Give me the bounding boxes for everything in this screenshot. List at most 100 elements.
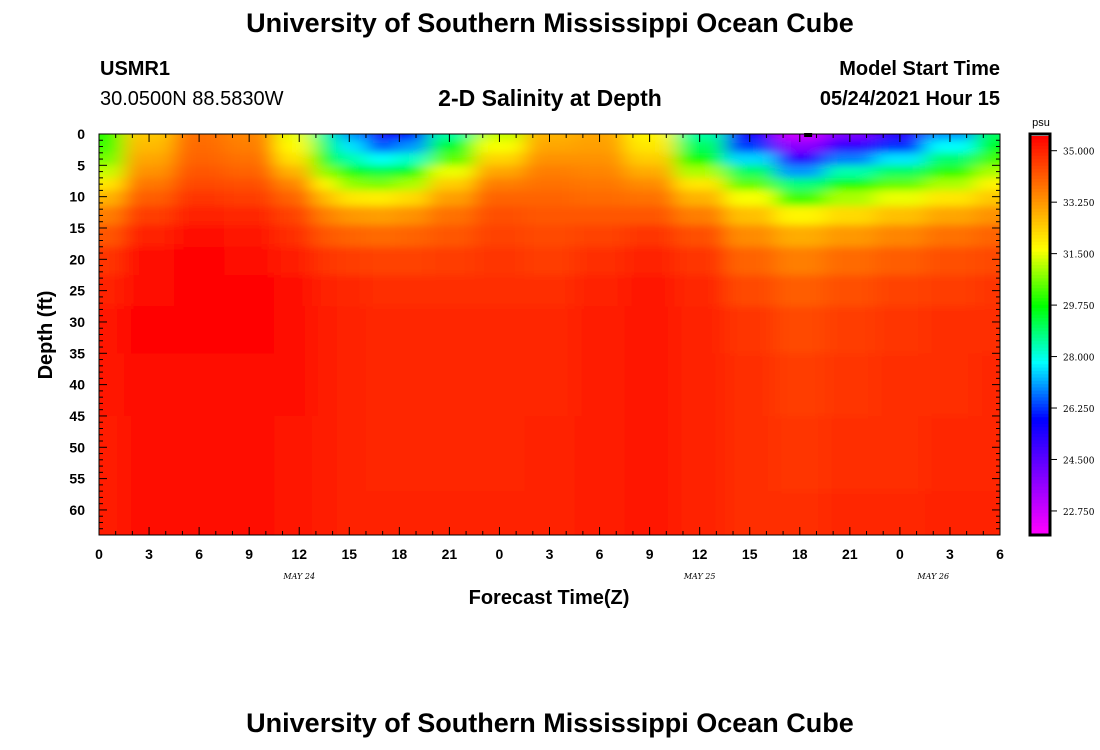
heatmap-cell [975,416,1000,493]
colorbar-unit: psu [1032,117,1050,129]
heatmap-cell [524,190,576,208]
heatmap-cell [774,140,826,154]
colorbar-segment [1031,169,1049,173]
colorbar-segment [1031,476,1049,481]
heatmap-cell [874,134,926,142]
colorbar-segment [1031,321,1049,326]
colorbar-segment [1031,235,1049,240]
heatmap-cell [674,190,726,208]
heatmap-cell [311,224,338,248]
heatmap-cell [274,416,313,493]
heatmap-cell [624,275,676,308]
heatmap-cell [574,206,626,226]
heatmap-cell [428,152,476,167]
heatmap-cell [474,152,526,167]
colorbar-segment [1031,423,1049,428]
colorbar-segment [1031,202,1049,207]
colorbar-segment [1031,430,1049,435]
heatmap-cell [824,190,876,208]
heatmap-cell [824,353,876,417]
heatmap-cell [336,224,367,248]
colorbar-segment [1031,377,1049,382]
y-tick-label: 25 [69,283,85,299]
colorbar-segment [1031,420,1049,425]
heatmap-cell [574,165,626,179]
heatmap-cell [724,206,776,226]
colorbar-segment [1031,433,1049,438]
heatmap-cell [724,165,776,179]
colorbar-segment [1031,360,1049,365]
y-axis-label: Depth (ft) [35,291,57,380]
heatmap-cell [174,140,226,154]
colorbar-segment [1031,513,1049,518]
colorbar-segment [1031,311,1049,316]
heatmap-cell [274,190,313,208]
heatmap-cell [924,165,976,179]
heatmap-cell [874,306,926,355]
heatmap-cell [174,275,226,308]
heatmap-cell [366,224,397,248]
colorbar-segment [1031,162,1049,167]
heatmap-cell [724,246,776,276]
heatmap-cell [574,177,626,192]
heatmap-cell [724,224,776,248]
y-tick-label: 60 [69,502,85,518]
heatmap-cell [975,246,1000,276]
heatmap-cell [624,165,676,179]
colorbar-segment [1031,446,1049,451]
heatmap-cell [774,416,826,493]
heatmap-cell [724,190,776,208]
heatmap-cell [336,152,367,167]
colorbar-segment [1031,403,1049,408]
heatmap-cell [395,491,430,535]
colorbar-segment [1031,384,1049,389]
colorbar-segment [1031,483,1049,488]
colorbar-segment [1031,142,1049,147]
colorbar-segment [1031,159,1049,164]
colorbar-segment [1031,450,1049,455]
heatmap-cell [524,246,576,276]
heatmap-cell [674,416,726,493]
x-tick-label: 9 [245,546,253,562]
colorbar-segment [1031,331,1049,336]
y-tick-label: 5 [77,157,85,173]
colorbar-tick-label: 26.250 [1063,405,1095,415]
x-tick-label: 6 [596,546,604,562]
heatmap-cell [99,416,125,493]
colorbar-tick-label: 31.500 [1063,251,1095,261]
colorbar-segment [1031,222,1049,226]
heatmap-cell [774,275,826,308]
heatmap-cell [674,246,726,276]
heatmap-cell [428,353,476,417]
heatmap-cell [975,353,1000,417]
y-tick-label: 30 [69,314,85,330]
x-axis-label: Forecast Time(Z) [469,587,630,609]
heatmap-cell [99,246,125,276]
data-markers [804,133,813,137]
heatmap-cell [224,306,276,355]
heatmap-cell [174,165,226,179]
heatmap-cell [975,206,1000,226]
colorbar-segment [1031,205,1049,210]
colorbar-segment [1031,453,1049,458]
heatmap-cell [395,152,430,167]
date-label: MAY 25 [683,572,716,581]
colorbar-segment [1031,463,1049,468]
heatmap-cell [366,134,397,142]
x-tick-label: 12 [692,546,708,562]
heatmap-cell [395,190,430,208]
heatmap-cell [624,246,676,276]
heatmap-cell [574,140,626,154]
colorbar-segment [1031,357,1049,362]
heatmap-cell [674,177,726,192]
colorbar-tick-label: 35.000 [1063,148,1095,158]
colorbar-segment [1031,245,1049,250]
heatmap-cell [674,353,726,417]
heatmap-cell [99,306,125,355]
heatmap-cell [395,306,430,355]
heatmap-cell [99,165,125,179]
heatmap-cell [428,165,476,179]
x-tick-label: 21 [442,546,458,562]
heatmap-cell [524,224,576,248]
x-tick-label: 3 [946,546,954,562]
